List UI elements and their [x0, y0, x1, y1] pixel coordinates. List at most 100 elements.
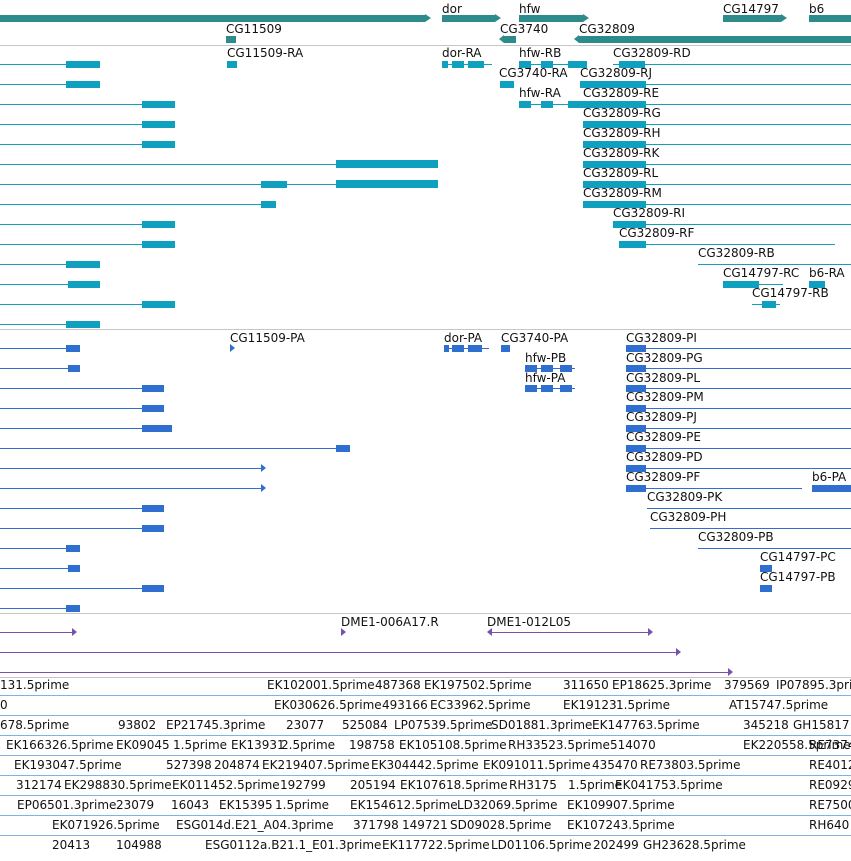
protein-cds[interactable]: [142, 525, 164, 532]
protein-cds[interactable]: [142, 505, 164, 512]
est-label[interactable]: 525084: [342, 718, 388, 732]
transcript-label-cg11509-ra[interactable]: CG11509-RA: [227, 46, 304, 60]
est-label[interactable]: LP07539.5prime: [394, 718, 493, 732]
est-label[interactable]: 487368: [375, 678, 421, 692]
protein-line-cg32809-pj[interactable]: [626, 428, 851, 429]
protein-cds[interactable]: [468, 345, 482, 352]
est-label[interactable]: SD09028.5prime: [450, 818, 552, 832]
est-label[interactable]: 131.5prime: [0, 678, 70, 692]
transcript-exon[interactable]: [66, 261, 100, 268]
protein-cds[interactable]: [626, 405, 646, 412]
est-label[interactable]: 312174: [16, 778, 62, 792]
transcript-exon[interactable]: [142, 121, 175, 128]
protein-label-cg14797-pb[interactable]: CG14797-PB: [760, 570, 836, 584]
transcript-exon[interactable]: [619, 241, 646, 248]
gene-label-cg3740[interactable]: CG3740: [500, 22, 549, 36]
est-label[interactable]: 678.5prime: [0, 718, 70, 732]
est-label[interactable]: EK13931: [231, 738, 285, 752]
est-label[interactable]: 2.5prime: [281, 738, 336, 752]
protein-cds[interactable]: [444, 345, 449, 352]
protein-cds-cg14797-pc[interactable]: [760, 565, 772, 572]
est-label[interactable]: EK117722.5prime: [382, 838, 490, 852]
transcript-line[interactable]: [0, 264, 100, 265]
protein-label-cg3740-pa[interactable]: CG3740-PA: [501, 331, 569, 345]
transcript-line[interactable]: [0, 284, 100, 285]
protein-cds[interactable]: [560, 385, 572, 392]
protein-cds[interactable]: [66, 605, 80, 612]
transcript-line-cg32809-rl[interactable]: [583, 184, 851, 185]
transcript-label-hfw-rb[interactable]: hfw-RB: [519, 46, 562, 60]
est-label[interactable]: EK109907.5prime: [567, 798, 675, 812]
protein-line[interactable]: [0, 568, 80, 569]
protein-cds[interactable]: [452, 345, 464, 352]
est-label[interactable]: 23077: [286, 718, 325, 732]
protein-cds-cg11509-pa[interactable]: [230, 344, 235, 352]
protein-line[interactable]: [0, 428, 172, 429]
transcript-line[interactable]: [0, 324, 100, 325]
est-label[interactable]: ESG0112a.B21.1_E01.3prime: [205, 838, 382, 852]
est-label[interactable]: 192799: [280, 778, 326, 792]
transcript-exon[interactable]: [583, 121, 646, 128]
transcript-exon[interactable]: [142, 241, 175, 248]
transcript-exon-cg11509-ra[interactable]: [227, 61, 237, 68]
est-label[interactable]: EK102001.5prime: [267, 678, 375, 692]
transcript-label-cg14797-rb[interactable]: CG14797-RB: [752, 286, 829, 300]
transcript-label-cg32809-ri[interactable]: CG32809-RI: [613, 206, 686, 220]
est-label[interactable]: 205194: [350, 778, 396, 792]
transcript-exon[interactable]: [142, 221, 175, 228]
protein-line-cg32809-pl[interactable]: [626, 388, 851, 389]
est-label[interactable]: AT15747.5prime: [729, 698, 829, 712]
protein-line[interactable]: [0, 548, 80, 549]
protein-line[interactable]: [0, 448, 350, 449]
est-label[interactable]: EK193047.5prime: [14, 758, 122, 772]
est-line[interactable]: [0, 755, 851, 756]
est-label[interactable]: EK220558.5prime: [743, 738, 851, 752]
est-label[interactable]: RE0929: [809, 778, 851, 792]
protein-line-cg32809-pd[interactable]: [626, 468, 851, 469]
transcript-line[interactable]: [0, 124, 175, 125]
est-label[interactable]: 16043: [171, 798, 210, 812]
est-label[interactable]: EK091011.5prime: [483, 758, 591, 772]
est-label[interactable]: 104988: [116, 838, 162, 852]
est-label[interactable]: EP21745.3prime: [166, 718, 266, 732]
transcript-exon[interactable]: [442, 61, 448, 68]
protein-label-cg32809-pd[interactable]: CG32809-PD: [626, 450, 703, 464]
transcript-line-dor-ra[interactable]: [442, 64, 492, 65]
transcript-label-cg32809-rk[interactable]: CG32809-RK: [583, 146, 660, 160]
est-label[interactable]: EK298830.5prime: [64, 778, 172, 792]
protein-label-cg32809-pi[interactable]: CG32809-PI: [626, 331, 697, 345]
protein-line-cg32809-pf[interactable]: [626, 488, 802, 489]
est-label[interactable]: 345218: [743, 718, 789, 732]
protein-label-cg32809-pb[interactable]: CG32809-PB: [698, 530, 774, 544]
protein-line-cg32809-pe[interactable]: [626, 448, 851, 449]
protein-label-cg32809-ph[interactable]: CG32809-PH: [650, 510, 727, 524]
transcript-line-hfw-rb[interactable]: [519, 64, 587, 65]
protein-label-cg11509-pa[interactable]: CG11509-PA: [230, 331, 305, 345]
est-label[interactable]: LD01106.5prime: [491, 838, 592, 852]
protein-line[interactable]: [0, 608, 80, 609]
clone-label-dme1-012l05[interactable]: DME1-012L05: [487, 615, 571, 629]
transcript-exon[interactable]: [762, 301, 776, 308]
protein-cds[interactable]: [142, 585, 164, 592]
est-label[interactable]: RH3175: [509, 778, 557, 792]
est-line[interactable]: [0, 795, 851, 796]
est-label[interactable]: RE73803.5prime: [640, 758, 741, 772]
protein-line-dor-pa[interactable]: [444, 348, 489, 349]
est-label[interactable]: EK197502.5prime: [424, 678, 532, 692]
transcript-exon[interactable]: [68, 281, 100, 288]
est-label[interactable]: 149721: [402, 818, 448, 832]
transcript-line[interactable]: [0, 304, 175, 305]
gene-label-cg14797[interactable]: CG14797: [723, 2, 779, 16]
gene-label-dor[interactable]: dor: [442, 2, 462, 16]
protein-line[interactable]: [0, 468, 262, 469]
clone-line[interactable]: [0, 652, 680, 653]
est-line[interactable]: [0, 815, 851, 816]
transcript-line-cg32809-re[interactable]: [583, 104, 851, 105]
transcript-exon[interactable]: [723, 281, 759, 288]
est-label[interactable]: 1.5prime: [568, 778, 623, 792]
protein-label-cg14797-pc[interactable]: CG14797-PC: [760, 550, 836, 564]
transcript-label-cg32809-re[interactable]: CG32809-RE: [583, 86, 660, 100]
est-label[interactable]: 202499: [593, 838, 639, 852]
transcript-exon[interactable]: [468, 61, 484, 68]
protein-line-cg32809-pm[interactable]: [626, 408, 851, 409]
